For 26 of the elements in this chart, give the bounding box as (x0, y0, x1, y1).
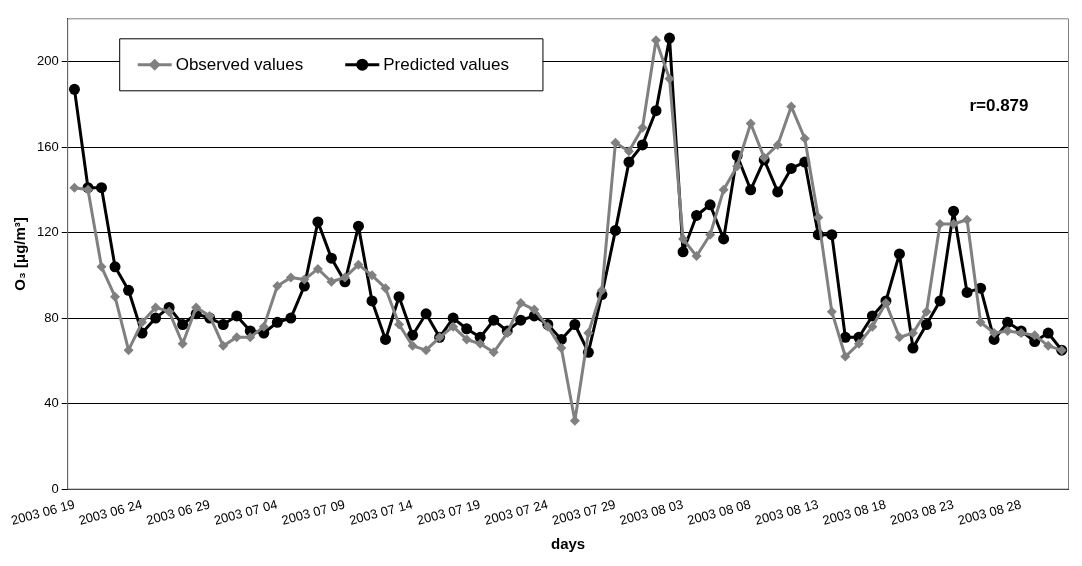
legend-label: Predicted values (383, 55, 509, 75)
y-tick-label: 200 (36, 53, 59, 69)
x-tick-label: 2003 08 03 (618, 496, 685, 528)
x-axis-title: days (550, 535, 586, 553)
y-axis-title: O₃ [μg/m³] (11, 217, 29, 291)
x-tick-label: 2003 07 04 (212, 496, 280, 528)
x-tick-label: 2003 07 09 (279, 496, 347, 528)
y-tick-label: 160 (36, 138, 59, 154)
y-tick-label: 0 (51, 480, 59, 496)
y-tick-label: 120 (36, 224, 59, 240)
x-tick-label: 2003 08 23 (888, 496, 956, 528)
x-tick-label: 2003 08 08 (685, 496, 753, 528)
x-tick-label: 2003 06 19 (9, 496, 77, 528)
x-tick-label: 2003 06 29 (144, 496, 212, 528)
x-tick-label: 2003 07 29 (550, 496, 618, 528)
y-tick-label: 40 (44, 395, 59, 411)
x-tick-label: 2003 08 13 (753, 496, 820, 528)
x-tick-label: 2003 06 24 (77, 496, 144, 528)
x-tick-label: 2003 07 24 (482, 496, 550, 528)
y-tick-label: 80 (44, 309, 59, 325)
x-tick-label: 2003 08 28 (956, 496, 1023, 528)
x-tick-label: 2003 07 14 (347, 496, 415, 528)
annotation: r=0.879 (969, 96, 1029, 116)
legend-label: Observed values (175, 55, 304, 75)
x-tick-label: 2003 08 18 (820, 496, 888, 528)
x-tick-label: 2003 07 19 (415, 496, 482, 528)
